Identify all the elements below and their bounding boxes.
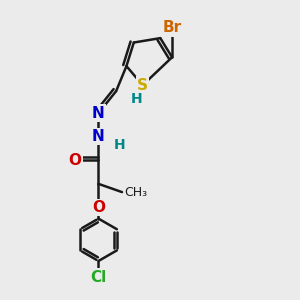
- Text: H: H: [113, 138, 125, 152]
- Text: N: N: [92, 129, 105, 144]
- Text: O: O: [68, 153, 81, 168]
- Text: Cl: Cl: [90, 270, 106, 285]
- Text: H: H: [131, 92, 142, 106]
- Text: S: S: [137, 78, 148, 93]
- Text: O: O: [92, 200, 105, 215]
- Text: N: N: [92, 106, 105, 121]
- Text: CH₃: CH₃: [124, 186, 148, 199]
- Text: Br: Br: [163, 20, 182, 35]
